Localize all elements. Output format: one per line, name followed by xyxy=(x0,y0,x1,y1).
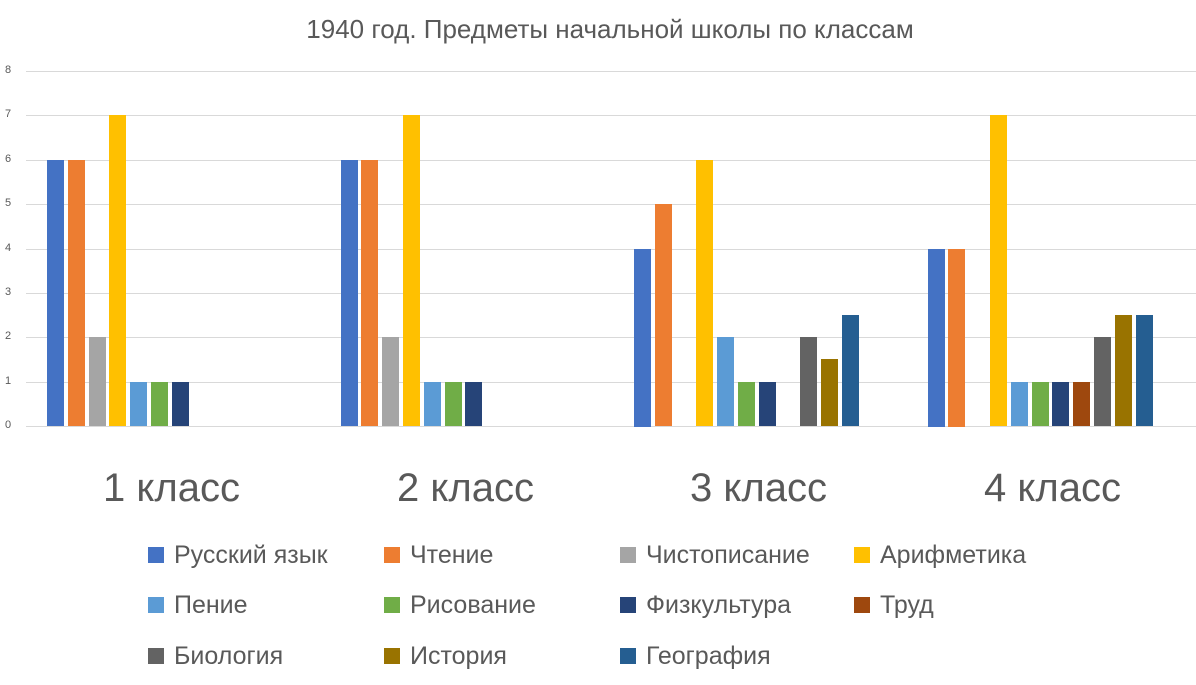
legend-item: Рисование xyxy=(384,590,536,620)
gridline xyxy=(26,204,1196,205)
legend-item: История xyxy=(384,641,507,671)
bar xyxy=(928,249,945,427)
chart-title: 1940 год. Предметы начальной школы по кл… xyxy=(306,14,914,44)
legend-swatch-icon xyxy=(384,648,400,664)
y-tick-label: 8 xyxy=(5,64,12,76)
gridline xyxy=(26,293,1196,294)
legend-label: Физкультура xyxy=(646,590,792,619)
legend-item: Арифметика xyxy=(854,540,1026,570)
bar xyxy=(1011,382,1028,426)
legend-label: Пение xyxy=(174,590,248,619)
legend-swatch-icon xyxy=(148,547,164,563)
legend-item: Труд xyxy=(854,590,934,620)
legend-label: Труд xyxy=(880,590,934,619)
legend-label: Арифметика xyxy=(880,540,1027,569)
legend-item: Физкультура xyxy=(620,590,791,620)
bar xyxy=(738,382,755,426)
legend-swatch-icon xyxy=(148,597,164,613)
bar xyxy=(89,337,106,426)
bar xyxy=(759,382,776,426)
legend-label: Русский язык xyxy=(174,540,328,569)
y-tick-label: 3 xyxy=(5,286,12,298)
bar xyxy=(1115,315,1132,426)
bar xyxy=(655,204,672,426)
bar xyxy=(361,160,378,426)
gridline xyxy=(26,382,1196,383)
bar xyxy=(1052,382,1069,426)
bar xyxy=(465,382,482,426)
plot-area: 0 1 2 3 4 5 6 7 8 xyxy=(5,64,1196,431)
legend-swatch-icon xyxy=(384,547,400,563)
bar xyxy=(1094,337,1111,426)
bar xyxy=(1032,382,1049,426)
y-tick-label: 7 xyxy=(5,108,12,120)
gridline xyxy=(26,71,1196,72)
legend-swatch-icon xyxy=(620,547,636,563)
bar xyxy=(403,115,420,426)
bar xyxy=(842,315,859,426)
bar xyxy=(109,115,126,426)
gridline xyxy=(26,426,1196,427)
bar xyxy=(130,382,147,426)
gridline xyxy=(26,249,1196,250)
category-label: 4 класс xyxy=(984,466,1121,510)
y-tick-label: 1 xyxy=(5,375,12,387)
legend-swatch-icon xyxy=(620,648,636,664)
bar xyxy=(445,382,462,426)
bar xyxy=(172,382,189,426)
category-label: 3 класс xyxy=(690,466,827,510)
bar xyxy=(1136,315,1153,426)
legend-item: Русский язык xyxy=(148,540,328,570)
bar xyxy=(948,249,965,427)
bar xyxy=(1073,382,1090,426)
gridline xyxy=(26,160,1196,161)
bar xyxy=(151,382,168,426)
bar xyxy=(696,160,713,426)
bar xyxy=(821,359,838,426)
legend-label: Рисование xyxy=(410,590,536,619)
bar xyxy=(717,337,734,426)
y-tick-label: 2 xyxy=(5,330,12,342)
legend-item: География xyxy=(620,641,771,671)
legend-swatch-icon xyxy=(854,597,870,613)
y-tick-label: 6 xyxy=(5,153,12,165)
bar xyxy=(634,249,651,427)
bar xyxy=(800,337,817,426)
bar xyxy=(68,160,85,426)
y-tick-label: 0 xyxy=(5,419,12,431)
legend-swatch-icon xyxy=(384,597,400,613)
legend-item: Пение xyxy=(148,590,248,620)
y-tick-label: 4 xyxy=(5,242,12,254)
legend-swatch-icon xyxy=(148,648,164,664)
gridline xyxy=(26,115,1196,116)
legend-label: География xyxy=(646,641,771,670)
category-label: 2 класс xyxy=(397,466,534,510)
legend-label: Чистописание xyxy=(646,540,810,569)
category-label: 1 класс xyxy=(103,466,240,510)
legend-swatch-icon xyxy=(620,597,636,613)
legend-label: Биология xyxy=(174,641,284,670)
bar xyxy=(990,115,1007,426)
legend-item: Биология xyxy=(148,641,283,671)
y-tick-label: 5 xyxy=(5,197,12,209)
bar xyxy=(424,382,441,426)
legend-label: История xyxy=(410,641,507,670)
gridline xyxy=(26,337,1196,338)
bar xyxy=(341,160,358,426)
bar xyxy=(382,337,399,426)
legend-swatch-icon xyxy=(854,547,870,563)
legend-item: Чтение xyxy=(384,540,493,570)
legend-item: Чистописание xyxy=(620,540,810,570)
legend-label: Чтение xyxy=(410,540,494,569)
bar xyxy=(47,160,64,426)
